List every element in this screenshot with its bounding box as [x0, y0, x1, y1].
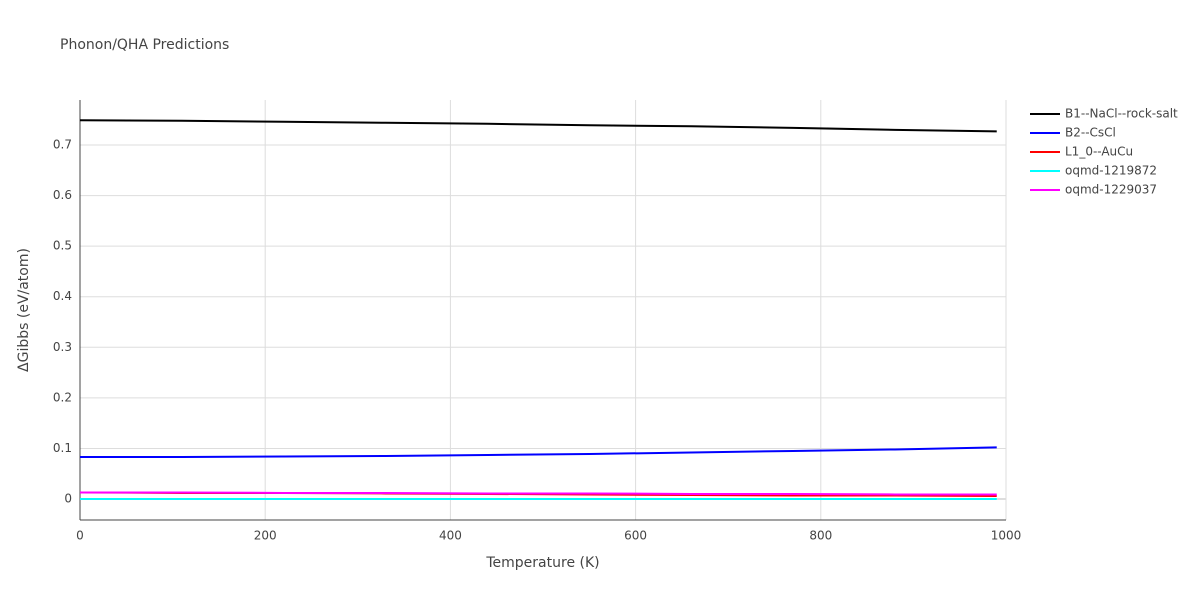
x-tick-label: 0: [76, 529, 84, 543]
y-axis-title: ΔGibbs (eV/atom): [16, 248, 32, 372]
x-tick-label: 600: [624, 529, 647, 543]
x-tick-label: 200: [254, 529, 277, 543]
y-tick-label: 0.4: [53, 289, 72, 303]
y-tick-label: 0.1: [53, 441, 72, 455]
y-tick-label: 0.6: [53, 188, 72, 202]
x-tick-label: 400: [439, 529, 462, 543]
legend-label: oqmd-1229037: [1065, 183, 1157, 197]
x-axis-title: Temperature (K): [485, 555, 599, 571]
legend-label: B2--CsCl: [1065, 126, 1116, 140]
chart-title: Phonon/QHA Predictions: [60, 37, 229, 53]
line-series: [79, 119, 997, 133]
x-tick-label: 800: [809, 529, 832, 543]
line-series: [80, 446, 997, 459]
x-tick-label: 1000: [991, 529, 1022, 543]
y-tick-label: 0.2: [53, 390, 72, 404]
y-tick-label: 0: [64, 492, 72, 506]
legend-label: oqmd-1219872: [1065, 164, 1157, 178]
legend-label: B1--NaCl--rock-salt: [1065, 107, 1178, 121]
legend-label: L1_0--AuCu: [1065, 145, 1133, 159]
y-tick-label: 0.5: [53, 239, 72, 253]
y-tick-label: 0.3: [53, 340, 72, 354]
y-tick-label: 0.7: [53, 138, 72, 152]
line-series: [80, 491, 997, 496]
